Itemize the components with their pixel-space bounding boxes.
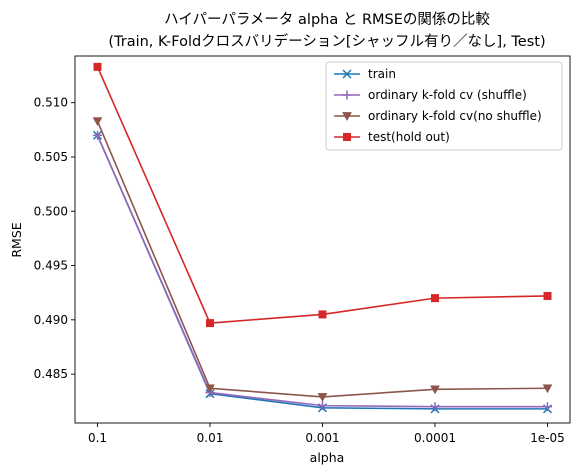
series-line-2 bbox=[96, 120, 548, 398]
legend-label-0: train bbox=[368, 67, 396, 81]
data-point-3-4 bbox=[543, 291, 552, 300]
legend-marker-3 bbox=[343, 133, 351, 141]
legend-box bbox=[325, 61, 563, 151]
axes: 0.1 0.01 0.001 0.0001 1e-05 0.485 0.490 0.495 0.… bbox=[34, 55, 571, 445]
data-point-3-3 bbox=[431, 294, 439, 303]
y-tick-label-4: 0.505 bbox=[34, 150, 68, 164]
legend: train ordinary k-fold cv (shuffle) ordinar… bbox=[325, 61, 563, 151]
y-tick-label-3: 0.500 bbox=[34, 204, 68, 218]
x-tick-label-0: 0.1 bbox=[88, 431, 107, 445]
legend-label-3: test(hold out) bbox=[368, 130, 450, 144]
y-tick-label-5: 0.510 bbox=[34, 96, 68, 110]
legend-marker-1 bbox=[342, 90, 352, 100]
data-point-1-2 bbox=[318, 401, 327, 411]
legend-marker-2 bbox=[342, 112, 352, 122]
data-point-1-3 bbox=[430, 402, 440, 412]
legend-marker-0 bbox=[342, 69, 352, 79]
data-point-3-1 bbox=[206, 319, 214, 328]
data-point-3-2 bbox=[318, 310, 327, 319]
chart-title: ハイパーパラメータ alpha と RMSEの関係の比較 bbox=[164, 10, 490, 28]
data-point-2-3 bbox=[430, 385, 440, 395]
y-axis-label: RMSE bbox=[9, 222, 24, 257]
series-line-0 bbox=[96, 134, 548, 410]
legend-label-2: ordinary k-fold cv(no shuffle) bbox=[368, 109, 542, 123]
x-tick-label-2: 0.001 bbox=[305, 431, 339, 445]
data-point-1-4 bbox=[543, 402, 552, 412]
data-point-3-0 bbox=[93, 62, 102, 71]
x-tick-label-1: 0.01 bbox=[197, 431, 224, 445]
y-tick-label-1: 0.490 bbox=[34, 313, 68, 327]
y-tick-label-2: 0.495 bbox=[34, 259, 68, 273]
chart-subtitle: (Train, K-Foldクロスバリデーション[シャッフル有り／なし], Te… bbox=[108, 32, 545, 50]
data-point-2-0 bbox=[92, 117, 103, 127]
series-line-1 bbox=[96, 134, 548, 408]
data-point-2-4 bbox=[542, 384, 553, 394]
y-tick-label-0: 0.485 bbox=[34, 367, 68, 381]
x-axis-label: alpha bbox=[310, 450, 345, 465]
data-point-1-0 bbox=[93, 130, 102, 140]
data-point-2-1 bbox=[205, 384, 215, 394]
data-point-2-2 bbox=[317, 393, 328, 402]
x-tick-label-3: 0.0001 bbox=[414, 431, 456, 445]
x-tick-label-4: 1e-05 bbox=[530, 431, 565, 445]
plot-area bbox=[92, 62, 553, 414]
legend-label-1: ordinary k-fold cv (shuffle) bbox=[368, 88, 527, 102]
